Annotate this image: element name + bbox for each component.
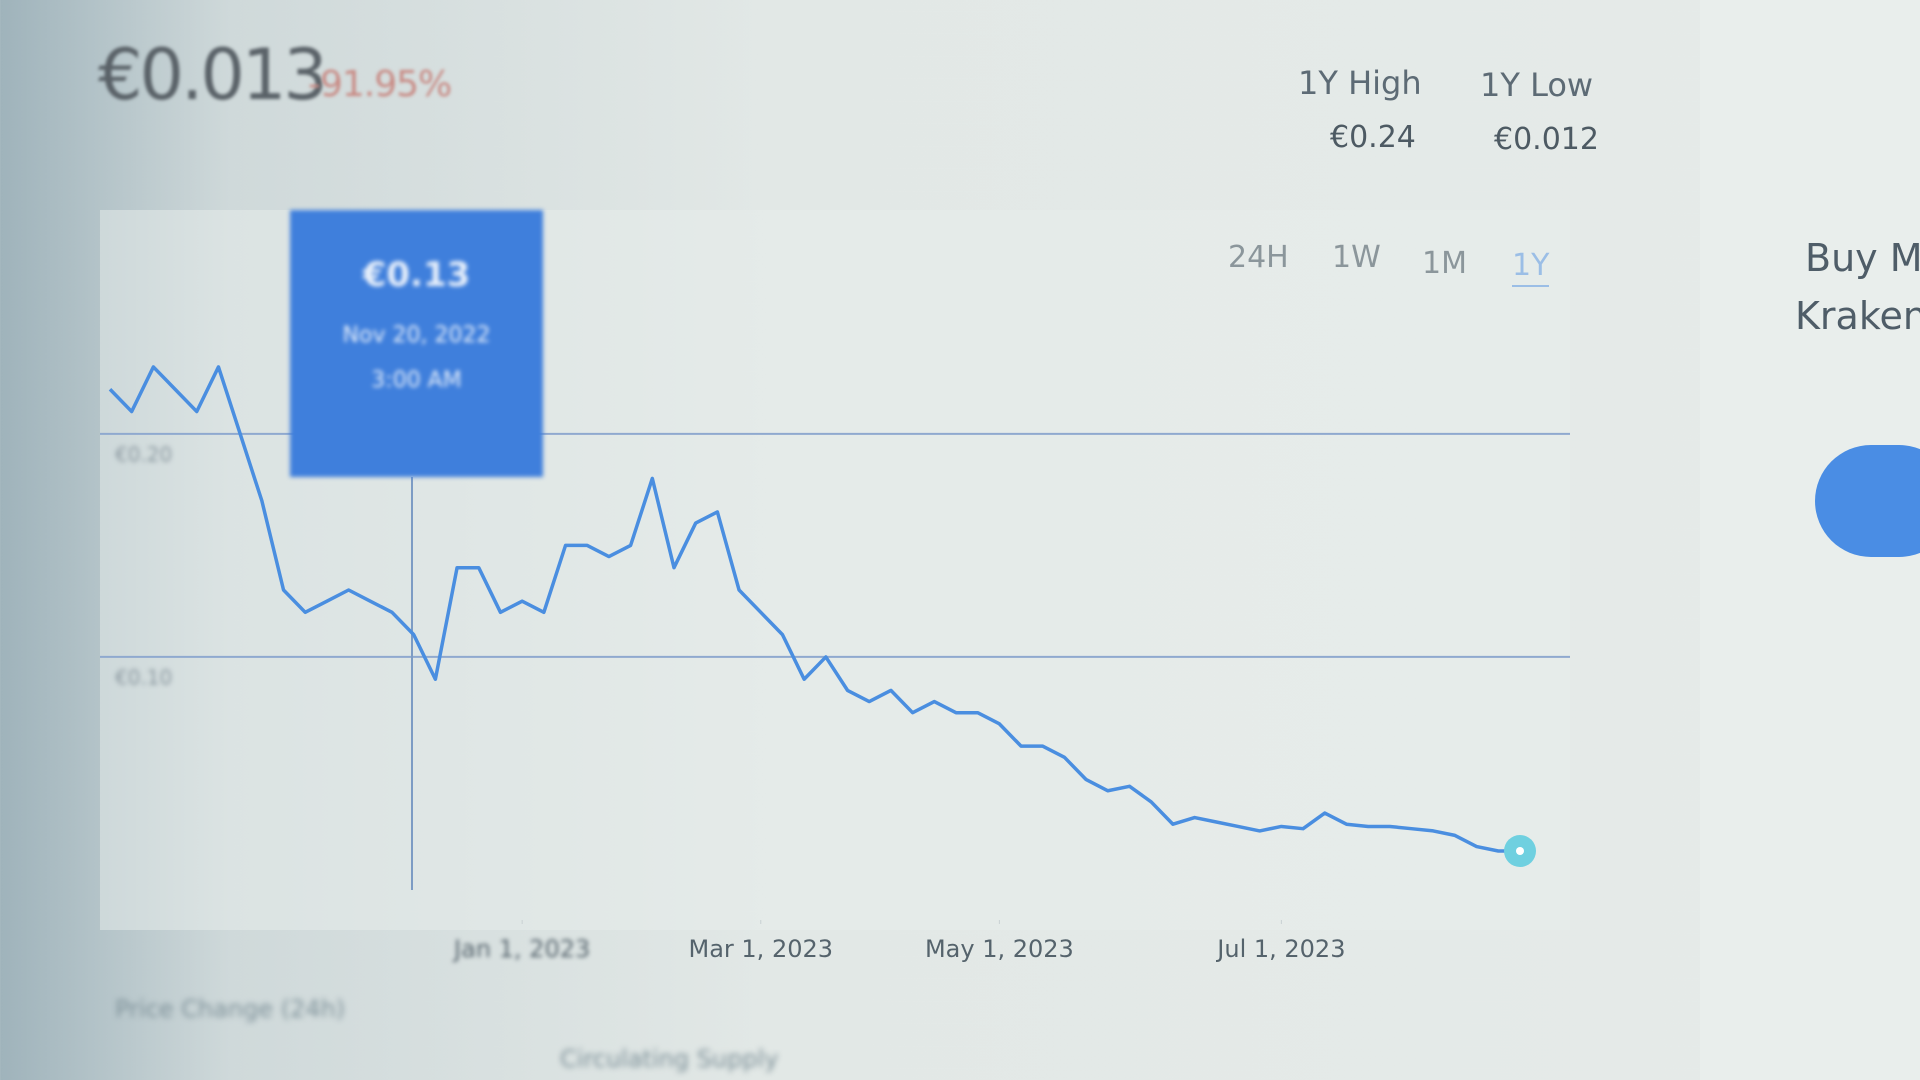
y-tick-label: €0.10 bbox=[115, 665, 172, 689]
tooltip-time: 3:00 AM bbox=[371, 368, 462, 393]
tooltip-price: €0.13 bbox=[362, 255, 471, 295]
sidebar-text: Kraken bbox=[1795, 294, 1920, 338]
stat-value: €0.24 bbox=[1330, 120, 1416, 155]
stat-label: 1Y Low bbox=[1480, 66, 1594, 104]
x-tick-label: Mar 1, 2023 bbox=[689, 935, 834, 963]
current-point-core bbox=[1516, 847, 1524, 855]
price-line bbox=[108, 365, 1520, 853]
buy-button[interactable] bbox=[1815, 445, 1920, 557]
stat-value: €0.012 bbox=[1494, 122, 1599, 157]
footer-label: Price Change (24h) bbox=[115, 995, 346, 1023]
price-change: -91.95% bbox=[308, 64, 452, 105]
price: €0.013 bbox=[98, 34, 328, 116]
stat-label: 1Y High bbox=[1298, 64, 1422, 102]
x-tick-label: May 1, 2023 bbox=[925, 935, 1074, 963]
x-tick-label: Jul 1, 2023 bbox=[1215, 935, 1345, 963]
footer-label: Circulating Supply bbox=[560, 1045, 779, 1073]
y-tick-label: €0.20 bbox=[115, 442, 172, 466]
chart: €0.10 €0.20 Jan 1, 2023 Mar 1, 2023 May 1, 2… bbox=[100, 210, 1570, 963]
sidebar-text: Buy M bbox=[1805, 236, 1920, 280]
x-tick-label: Jan 1, 2023 bbox=[452, 935, 590, 963]
tooltip: €0.13 Nov 20, 2022 3:00 AM bbox=[290, 210, 543, 477]
tooltip-date: Nov 20, 2022 bbox=[342, 323, 491, 348]
